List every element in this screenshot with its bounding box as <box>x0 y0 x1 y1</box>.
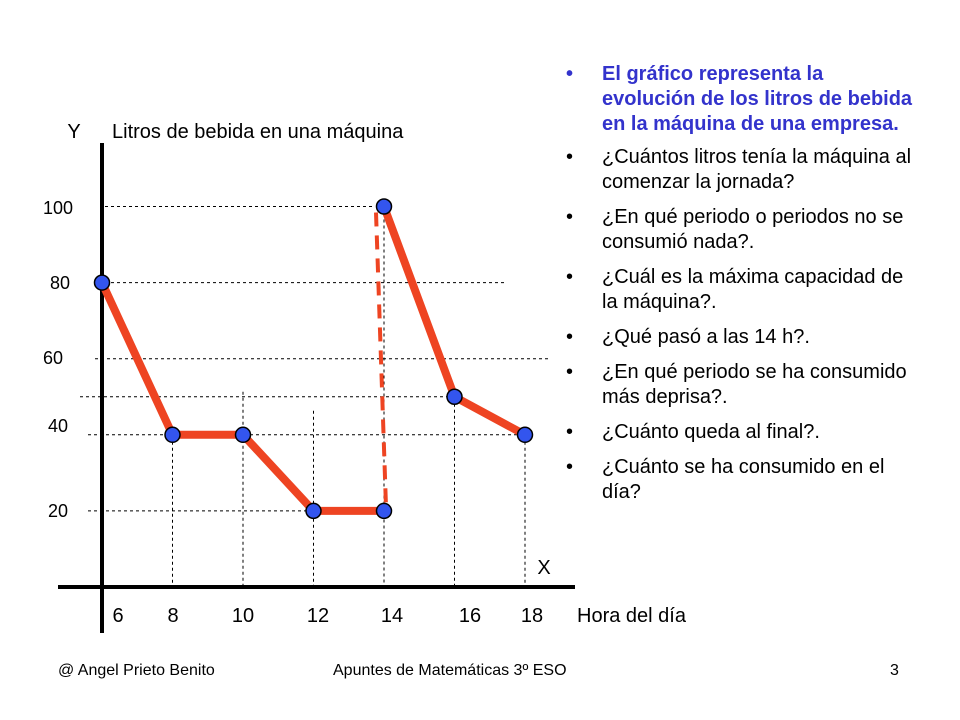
y-tick-label: 100 <box>43 198 73 218</box>
data-point <box>164 426 181 444</box>
x-tick-label: 18 <box>521 605 543 627</box>
refill-dashed-line <box>374 212 388 507</box>
x-tick-label: 14 <box>381 605 403 627</box>
data-point <box>234 426 252 444</box>
footer-author: @ Angel Prieto Benito <box>58 662 215 679</box>
bullet-marker: • <box>566 361 574 383</box>
data-point <box>516 426 534 444</box>
y-tick-label: 60 <box>43 348 63 368</box>
question-text: ¿Cuánto queda al final?. <box>602 421 820 443</box>
intro-bullet: • El gráfico representa la evolución de l… <box>560 62 920 137</box>
question-text: ¿Qué pasó a las 14 h?. <box>602 326 810 348</box>
bullet-marker: • <box>566 456 574 478</box>
footer-course: Apuntes de Matemáticas 3º ESO <box>333 662 567 679</box>
series-line-segment <box>380 202 459 401</box>
series-line-segment <box>239 430 318 515</box>
y-tick-label: 80 <box>50 273 70 293</box>
bullet-marker: • <box>566 266 574 288</box>
series <box>93 198 534 520</box>
x-tick-label: 10 <box>232 605 254 627</box>
question-item: • ¿Cuántos litros tenía la máquina al com… <box>560 145 920 195</box>
question-text: ¿Cuánto se ha consumido en el día? <box>602 456 885 503</box>
data-point <box>446 388 463 405</box>
tick-labels: 6 8 10 12 14 16 18 20 40 60 80 100 <box>43 198 543 627</box>
series-line-segment <box>98 278 177 439</box>
x-tick-label: 12 <box>307 605 329 627</box>
question-list: • El gráfico representa la evolución de l… <box>560 62 920 515</box>
guide-lines <box>80 201 548 587</box>
x-tick-label: 6 <box>112 605 123 627</box>
question-item: • ¿Cuánto queda al final?. <box>560 420 920 445</box>
y-tick-label: 20 <box>48 501 68 521</box>
bullet-marker: • <box>566 206 574 228</box>
question-item: • ¿En qué periodo o periodos no se consum… <box>560 205 920 255</box>
chart-title: Litros de bebida en una máquina <box>112 121 404 143</box>
x-axis-caption: Hora del día <box>577 605 687 627</box>
data-point <box>375 502 393 520</box>
question-item: • ¿Cuánto se ha consumido en el día? <box>560 455 920 505</box>
bullet-marker: • <box>566 63 574 85</box>
question-text: ¿Cuántos litros tenía la máquina al come… <box>602 146 912 193</box>
data-point <box>305 502 322 520</box>
question-item: • ¿Qué pasó a las 14 h?. <box>560 325 920 350</box>
bullet-marker: • <box>566 326 574 348</box>
footer-page-number: 3 <box>890 662 899 679</box>
data-point <box>375 198 393 215</box>
y-axis-label: Y <box>67 121 80 143</box>
data-point <box>93 274 111 291</box>
intro-text: El gráfico representa la evolución de lo… <box>602 63 913 135</box>
x-tick-label: 16 <box>459 605 481 627</box>
question-text: ¿En qué periodo o periodos no se consumi… <box>602 206 904 253</box>
y-tick-label: 40 <box>48 416 68 436</box>
bullet-marker: • <box>566 421 574 443</box>
question-item: • ¿En qué periodo se ha consumido más dep… <box>560 360 920 410</box>
x-tick-label: 8 <box>167 605 178 627</box>
bullet-marker: • <box>566 146 574 168</box>
x-axis-label: X <box>537 557 550 579</box>
series-line-segment <box>450 392 529 439</box>
question-item: • ¿Cuál es la máxima capacidad de la máqu… <box>560 265 920 315</box>
question-text: ¿En qué periodo se ha consumido más depr… <box>602 361 907 408</box>
question-text: ¿Cuál es la máxima capacidad de la máqui… <box>602 266 904 313</box>
